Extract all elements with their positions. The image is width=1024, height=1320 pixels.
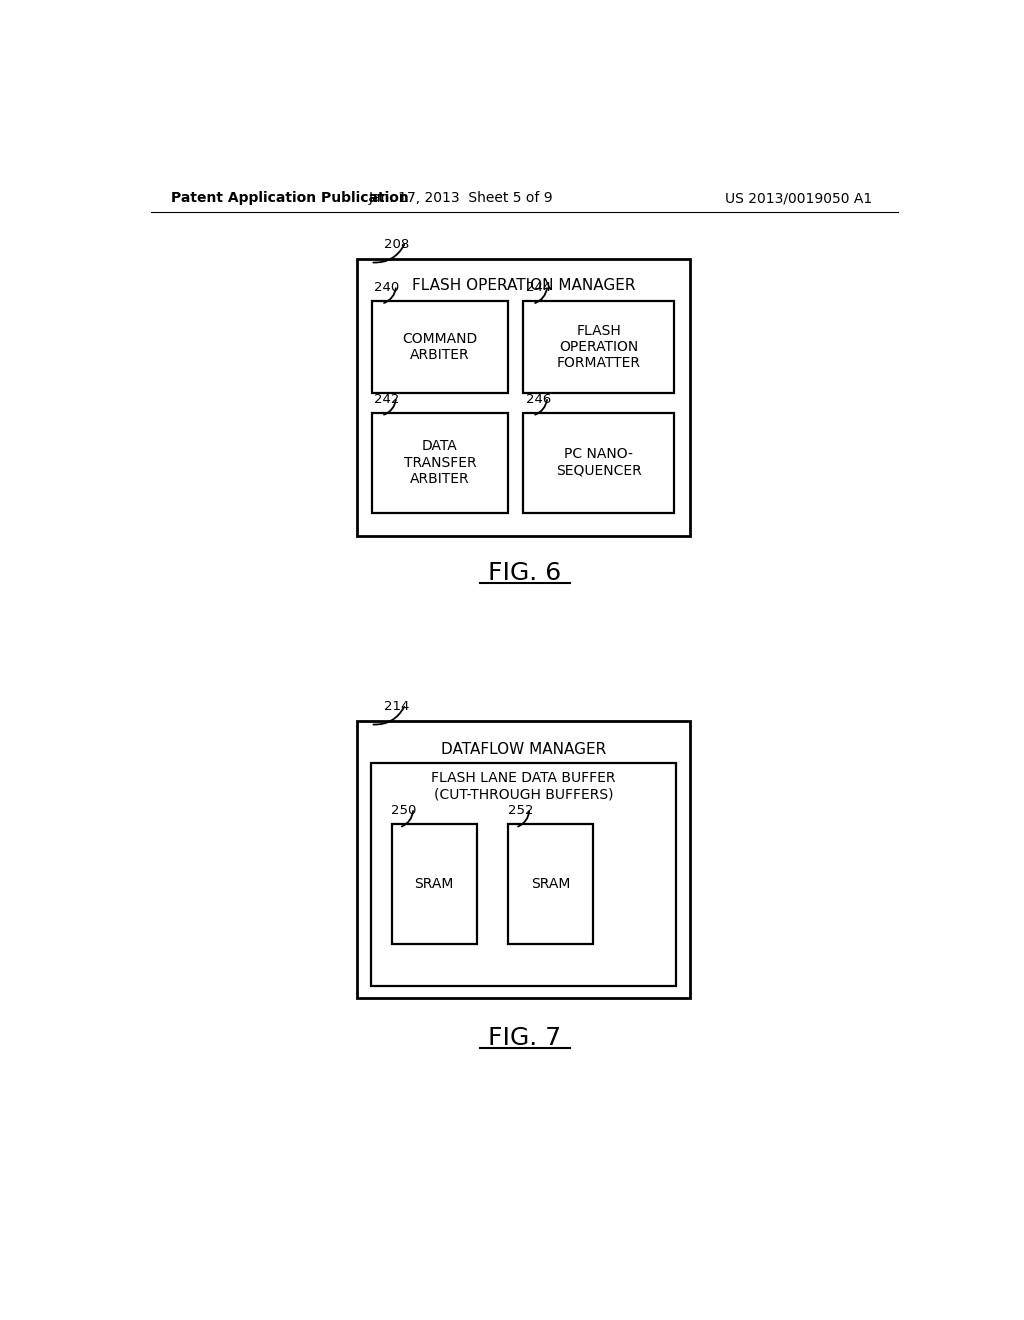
Text: SRAM: SRAM [415, 876, 454, 891]
Text: 214: 214 [384, 700, 410, 713]
Bar [372, 301, 508, 393]
Text: SRAM: SRAM [530, 876, 570, 891]
Text: FIG. 7: FIG. 7 [488, 1026, 561, 1049]
Text: 208: 208 [384, 238, 409, 251]
Text: 250: 250 [391, 804, 417, 817]
Text: 242: 242 [375, 393, 399, 407]
Bar [391, 825, 477, 944]
Bar [523, 301, 675, 393]
Text: FLASH
OPERATION
FORMATTER: FLASH OPERATION FORMATTER [557, 323, 641, 370]
Text: 244: 244 [525, 281, 551, 294]
Text: FLASH LANE DATA BUFFER
(CUT-THROUGH BUFFERS): FLASH LANE DATA BUFFER (CUT-THROUGH BUFF… [431, 771, 615, 801]
Text: 246: 246 [525, 393, 551, 407]
Text: FLASH OPERATION MANAGER: FLASH OPERATION MANAGER [412, 279, 635, 293]
Text: 240: 240 [375, 281, 399, 294]
Text: DATA
TRANSFER
ARBITER: DATA TRANSFER ARBITER [403, 440, 476, 486]
Bar [356, 259, 690, 536]
Text: DATAFLOW MANAGER: DATAFLOW MANAGER [440, 742, 606, 758]
Text: Patent Application Publication: Patent Application Publication [171, 191, 409, 206]
Text: 252: 252 [508, 804, 534, 817]
Text: COMMAND
ARBITER: COMMAND ARBITER [402, 331, 477, 362]
Bar [372, 413, 508, 512]
Bar [508, 825, 593, 944]
Text: FIG. 6: FIG. 6 [488, 561, 561, 585]
Bar [371, 763, 676, 986]
Bar [523, 413, 675, 512]
Bar [356, 721, 690, 998]
Text: US 2013/0019050 A1: US 2013/0019050 A1 [725, 191, 872, 206]
Text: PC NANO-
SEQUENCER: PC NANO- SEQUENCER [556, 447, 642, 478]
Text: Jan. 17, 2013  Sheet 5 of 9: Jan. 17, 2013 Sheet 5 of 9 [369, 191, 554, 206]
